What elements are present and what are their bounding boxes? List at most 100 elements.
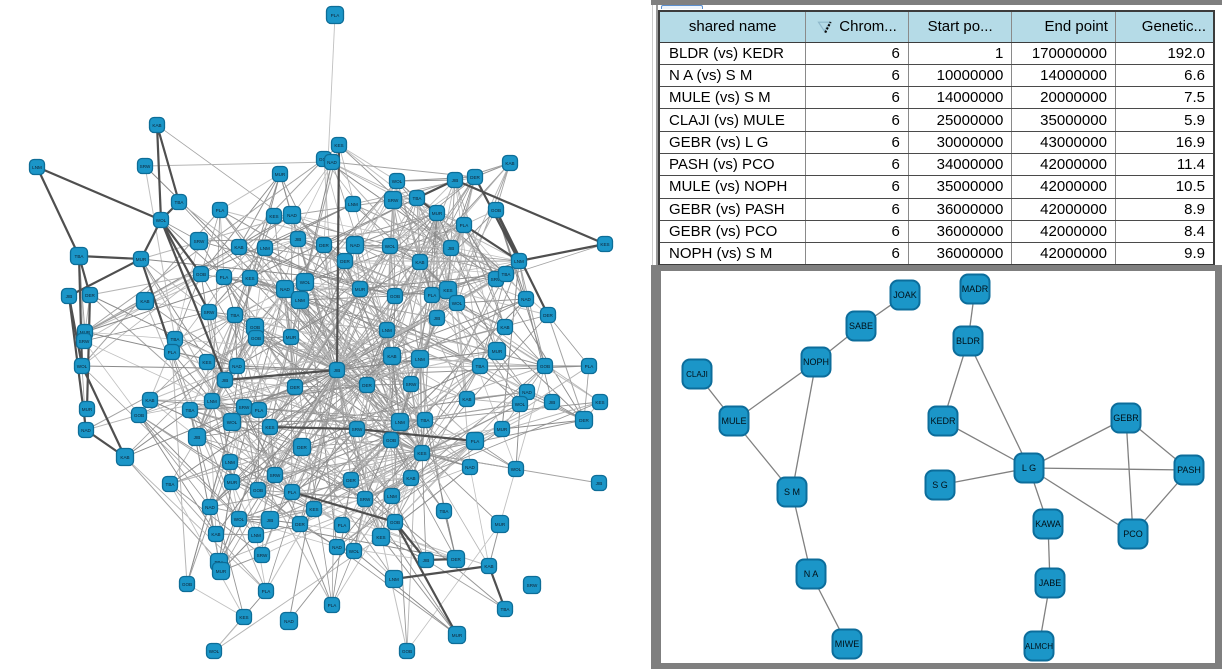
svg-text:S G: S G: [932, 480, 948, 490]
svg-text:PLA: PLA: [288, 490, 298, 495]
svg-text:NAD: NAD: [350, 243, 360, 248]
svg-text:KES: KES: [443, 288, 452, 293]
svg-text:GOB: GOB: [390, 294, 400, 299]
svg-text:JIB: JIB: [549, 400, 556, 405]
svg-text:PLA: PLA: [216, 208, 226, 213]
svg-text:JIB: JIB: [448, 246, 455, 251]
svg-text:GOB: GOB: [253, 488, 263, 493]
svg-text:WOL: WOL: [209, 649, 220, 654]
svg-text:TBA: TBA: [231, 313, 241, 318]
svg-text:LNM: LNM: [295, 298, 305, 303]
svg-text:DER: DER: [340, 259, 350, 264]
svg-text:JIB: JIB: [66, 294, 73, 299]
svg-text:KAWA: KAWA: [1035, 519, 1061, 529]
svg-text:L G: L G: [1022, 463, 1036, 473]
svg-text:NAD: NAD: [205, 505, 215, 510]
svg-text:PLA: PLA: [338, 523, 348, 528]
svg-text:PLA: PLA: [331, 13, 341, 18]
svg-text:MUR: MUR: [227, 480, 238, 485]
svg-text:TBA: TBA: [421, 418, 431, 423]
svg-text:MUR: MUR: [432, 211, 443, 216]
svg-text:KAB: KAB: [505, 161, 514, 166]
svg-text:SRW: SRW: [204, 310, 215, 315]
svg-text:KAB: KAB: [462, 397, 471, 402]
svg-text:JIB: JIB: [334, 368, 341, 373]
svg-text:KES: KES: [245, 276, 254, 281]
svg-text:GOB: GOB: [491, 208, 501, 213]
svg-text:NAD: NAD: [327, 160, 337, 165]
svg-text:MUR: MUR: [452, 633, 463, 638]
svg-text:PASH: PASH: [1177, 465, 1201, 475]
svg-text:KAB: KAB: [234, 245, 243, 250]
svg-text:S M: S M: [784, 487, 800, 497]
svg-text:SRW: SRW: [360, 497, 371, 502]
svg-text:KES: KES: [417, 451, 426, 456]
svg-text:MUR: MUR: [355, 287, 366, 292]
svg-text:DER: DER: [295, 522, 305, 527]
svg-text:MUR: MUR: [82, 407, 93, 412]
svg-text:MUR: MUR: [492, 349, 503, 354]
svg-text:TBA: TBA: [502, 272, 512, 277]
svg-text:JIB: JIB: [596, 481, 603, 486]
svg-text:WOL: WOL: [227, 420, 238, 425]
svg-text:LNM: LNM: [207, 399, 217, 404]
svg-text:NAD: NAD: [284, 619, 294, 624]
svg-text:KAB: KAB: [211, 532, 220, 537]
svg-text:WOL: WOL: [392, 179, 403, 184]
svg-text:KAB: KAB: [152, 123, 161, 128]
svg-text:JIB: JIB: [434, 316, 441, 321]
svg-text:PLA: PLA: [585, 364, 595, 369]
svg-text:TBA: TBA: [501, 607, 511, 612]
svg-text:MULE: MULE: [721, 416, 746, 426]
svg-text:JIB: JIB: [267, 518, 274, 523]
svg-text:PLA: PLA: [255, 408, 265, 413]
svg-text:WOL: WOL: [156, 218, 167, 223]
svg-text:MUR: MUR: [495, 522, 506, 527]
svg-text:KES: KES: [202, 360, 211, 365]
svg-text:TBA: TBA: [476, 364, 486, 369]
svg-text:WOL: WOL: [349, 549, 360, 554]
svg-text:SRW: SRW: [257, 553, 268, 558]
svg-text:PLA: PLA: [460, 223, 470, 228]
svg-text:MIWE: MIWE: [835, 639, 860, 649]
svg-text:N A: N A: [804, 569, 819, 579]
svg-text:MUR: MUR: [216, 569, 227, 574]
svg-text:NOPH: NOPH: [803, 357, 829, 367]
svg-text:MUR: MUR: [136, 257, 147, 262]
svg-text:GOB: GOB: [251, 336, 261, 341]
svg-text:LNM: LNM: [382, 328, 392, 333]
svg-text:DER: DER: [85, 293, 95, 298]
svg-text:TBA: TBA: [171, 337, 181, 342]
svg-text:MUR: MUR: [275, 172, 286, 177]
svg-text:PLA: PLA: [220, 275, 230, 280]
svg-text:PLA: PLA: [168, 350, 178, 355]
svg-text:SRW: SRW: [491, 277, 502, 282]
svg-text:KAB: KAB: [120, 455, 129, 460]
svg-text:KES: KES: [376, 535, 385, 540]
svg-text:NAD: NAD: [465, 465, 475, 470]
svg-text:GOB: GOB: [250, 325, 260, 330]
svg-text:PCO: PCO: [1123, 529, 1143, 539]
svg-text:WOL: WOL: [77, 364, 88, 369]
svg-text:KES: KES: [269, 214, 278, 219]
svg-text:TBA: TBA: [186, 408, 196, 413]
svg-text:NAD: NAD: [332, 545, 342, 550]
svg-text:TBA: TBA: [75, 254, 85, 259]
svg-text:GOB: GOB: [402, 649, 412, 654]
svg-text:NAD: NAD: [280, 287, 290, 292]
svg-text:MADR: MADR: [962, 284, 989, 294]
svg-text:LNM: LNM: [387, 494, 397, 499]
svg-text:SRW: SRW: [79, 339, 90, 344]
svg-text:KAB: KAB: [406, 476, 415, 481]
svg-text:DER: DER: [290, 385, 300, 390]
svg-text:GEBR: GEBR: [1113, 413, 1139, 423]
svg-text:TBA: TBA: [166, 482, 176, 487]
svg-text:DER: DER: [470, 175, 480, 180]
svg-text:KES: KES: [309, 507, 318, 512]
svg-text:JIB: JIB: [222, 378, 229, 383]
svg-text:KAB: KAB: [140, 299, 149, 304]
svg-text:SRW: SRW: [388, 198, 399, 203]
svg-text:KES: KES: [265, 425, 274, 430]
svg-text:SRW: SRW: [194, 239, 205, 244]
svg-text:SRW: SRW: [352, 427, 363, 432]
